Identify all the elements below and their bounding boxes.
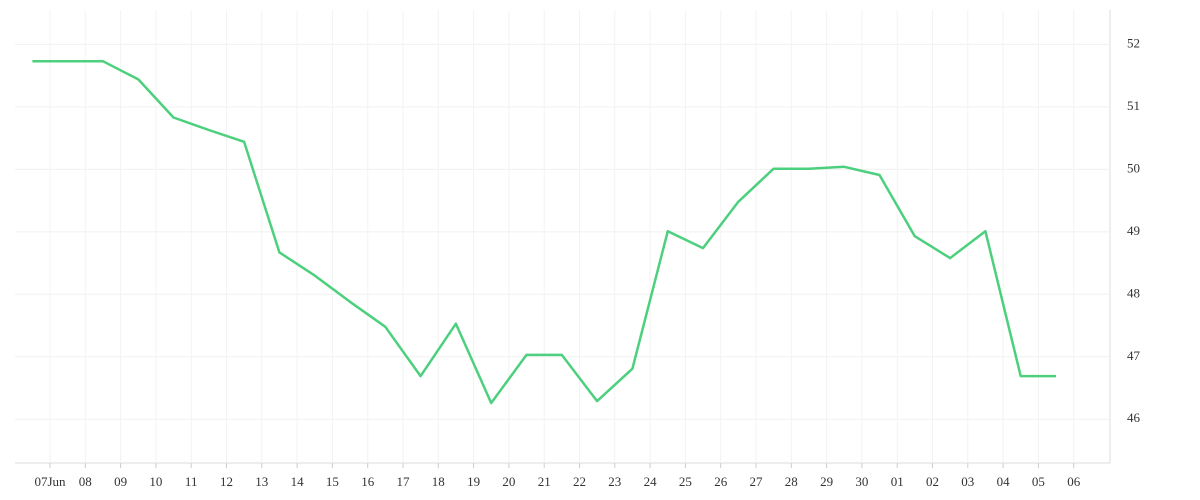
x-tick-label: 25 [679,474,692,489]
x-tick-label: 08 [79,474,92,489]
x-tick-label: 20 [502,474,515,489]
x-tick-label: 04 [997,474,1011,489]
y-tick-label: 50 [1127,160,1140,175]
x-tick-label: 14 [291,474,305,489]
x-tick-label: 11 [185,474,198,489]
y-tick-label: 52 [1127,35,1140,50]
y-tick-label: 49 [1127,223,1140,238]
x-tick-label: 15 [326,474,339,489]
x-tick-label: 10 [149,474,162,489]
y-tick-label: 48 [1127,285,1140,300]
line-series [32,59,1056,405]
x-tick-label: 09 [114,474,127,489]
x-tick-label: 07Jun [34,474,66,489]
x-tick-label: 22 [573,474,586,489]
y-tick-label: 46 [1127,410,1141,425]
x-tick-label: 27 [750,474,764,489]
x-tick-label: 23 [608,474,621,489]
x-tick-label: 06 [1067,474,1081,489]
x-tick-label: 16 [361,474,375,489]
x-tick-label: 28 [785,474,798,489]
x-tick-label: 03 [961,474,974,489]
x-tick-label: 05 [1032,474,1045,489]
x-tick-label: 26 [714,474,728,489]
x-tick-label: 02 [926,474,939,489]
x-tick-label: 12 [220,474,233,489]
x-tick-label: 24 [644,474,658,489]
x-tick-label: 30 [855,474,868,489]
x-tick-label: 21 [538,474,551,489]
x-tick-label: 29 [820,474,833,489]
x-tick-label: 18 [432,474,445,489]
x-tick-label: 17 [397,474,411,489]
x-tick-label: 01 [891,474,904,489]
y-tick-label: 51 [1127,98,1140,113]
x-tick-label: 13 [255,474,268,489]
y-tick-label: 47 [1127,348,1141,363]
x-tick-label: 19 [467,474,480,489]
